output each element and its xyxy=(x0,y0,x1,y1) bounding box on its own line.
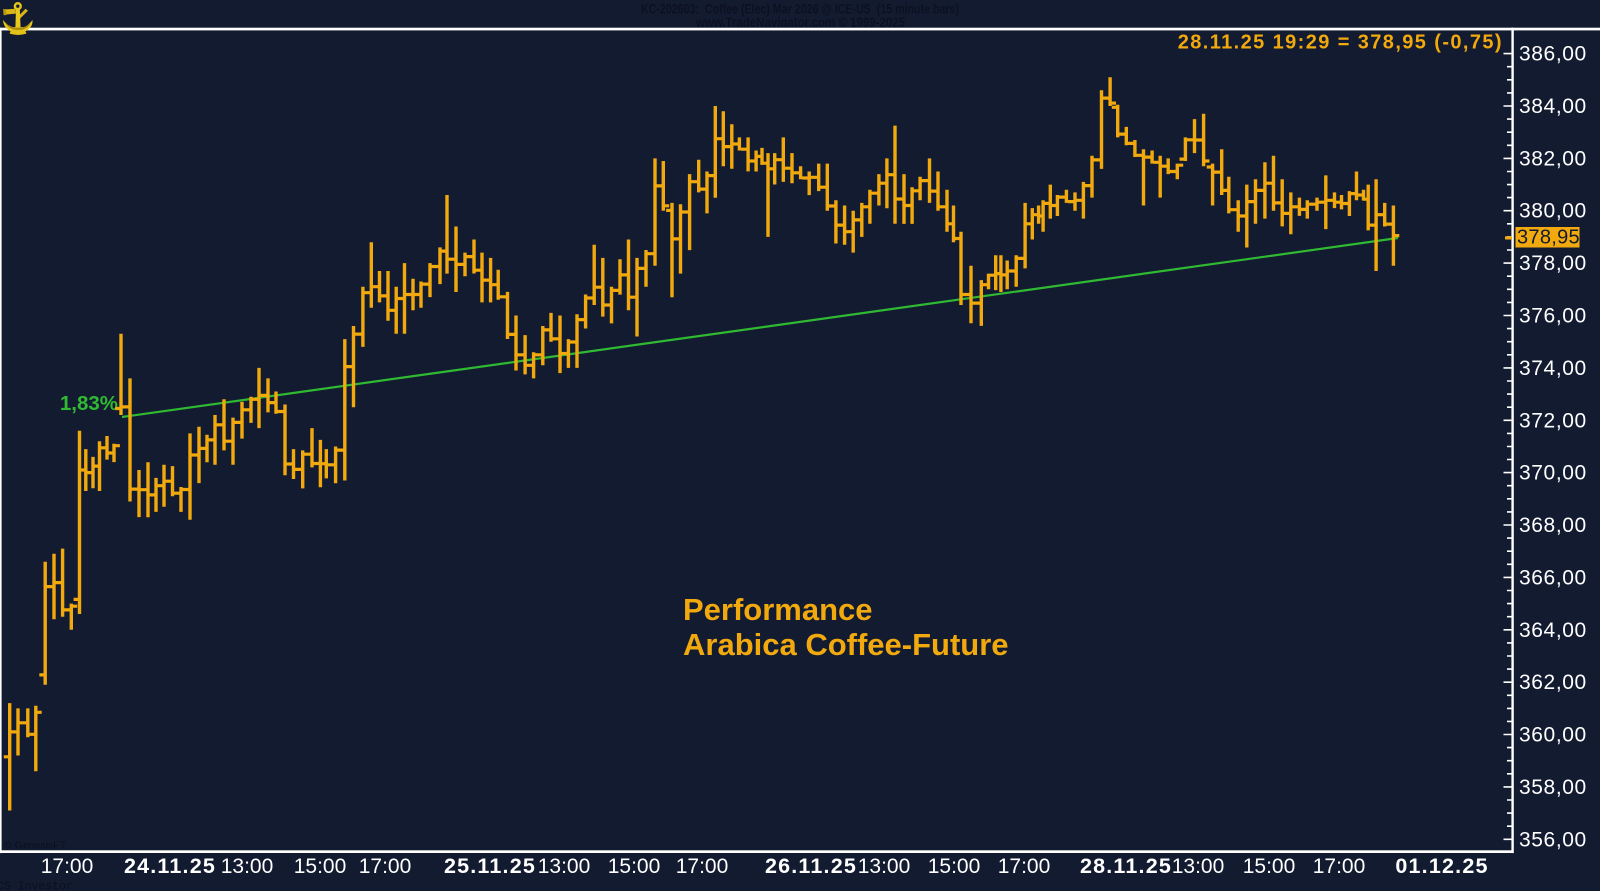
svg-text:28.11.25: 28.11.25 xyxy=(1080,854,1172,878)
svg-text:15:00: 15:00 xyxy=(928,855,981,878)
svg-text:© GenesisFT: © GenesisFT xyxy=(4,840,67,852)
svg-text:372,00: 372,00 xyxy=(1519,409,1587,432)
svg-text:364,00: 364,00 xyxy=(1519,619,1587,642)
svg-text:01.12.25: 01.12.25 xyxy=(1395,854,1488,878)
svg-text:17:00: 17:00 xyxy=(1313,855,1366,878)
svg-text:378,95: 378,95 xyxy=(1517,227,1580,249)
svg-text:384,00: 384,00 xyxy=(1519,95,1587,118)
svg-text:Arabica Coffee-Future: Arabica Coffee-Future xyxy=(683,627,1009,662)
svg-text:17:00: 17:00 xyxy=(998,855,1051,878)
svg-text:17:00: 17:00 xyxy=(41,855,94,878)
svg-text:KC-202603: Coffee (Elec) Mar: KC-202603: Coffee (Elec) Mar 2026 @ ICE-… xyxy=(641,1,959,17)
svg-text:370,00: 370,00 xyxy=(1519,462,1587,485)
svg-text:www.TradeNavigator.com © 1999-: www.TradeNavigator.com © 1999-2025 xyxy=(695,14,905,30)
svg-text:26.11.25: 26.11.25 xyxy=(765,854,857,878)
svg-text:358,00: 358,00 xyxy=(1519,776,1587,799)
svg-text:17:00: 17:00 xyxy=(359,855,412,878)
svg-text:13:00: 13:00 xyxy=(221,855,274,878)
svg-text:15:00: 15:00 xyxy=(608,855,661,878)
svg-text:380,00: 380,00 xyxy=(1519,200,1587,223)
svg-text:Performance: Performance xyxy=(683,592,873,627)
svg-text:25.11.25: 25.11.25 xyxy=(444,854,536,878)
svg-text:CS Investor: CS Investor xyxy=(0,881,73,891)
svg-text:378,00: 378,00 xyxy=(1519,252,1587,275)
svg-text:13:00: 13:00 xyxy=(538,855,591,878)
svg-text:1,83%: 1,83% xyxy=(60,392,118,415)
svg-text:374,00: 374,00 xyxy=(1519,357,1587,380)
svg-text:24.11.25: 24.11.25 xyxy=(124,854,216,878)
svg-text:15:00: 15:00 xyxy=(1243,855,1296,878)
svg-text:362,00: 362,00 xyxy=(1519,671,1587,694)
svg-text:13:00: 13:00 xyxy=(1172,855,1225,878)
svg-text:366,00: 366,00 xyxy=(1519,566,1587,589)
svg-text:382,00: 382,00 xyxy=(1519,147,1587,170)
svg-text:13:00: 13:00 xyxy=(858,855,911,878)
svg-text:356,00: 356,00 xyxy=(1519,828,1587,851)
svg-text:360,00: 360,00 xyxy=(1519,724,1587,747)
svg-text:368,00: 368,00 xyxy=(1519,514,1587,537)
svg-text:376,00: 376,00 xyxy=(1519,305,1587,328)
svg-text:17:00: 17:00 xyxy=(676,855,729,878)
svg-text:15:00: 15:00 xyxy=(294,855,347,878)
svg-text:28.11.25 19:29 = 378,95 (-0,75: 28.11.25 19:29 = 378,95 (-0,75) xyxy=(1178,32,1503,54)
svg-text:386,00: 386,00 xyxy=(1519,43,1587,66)
